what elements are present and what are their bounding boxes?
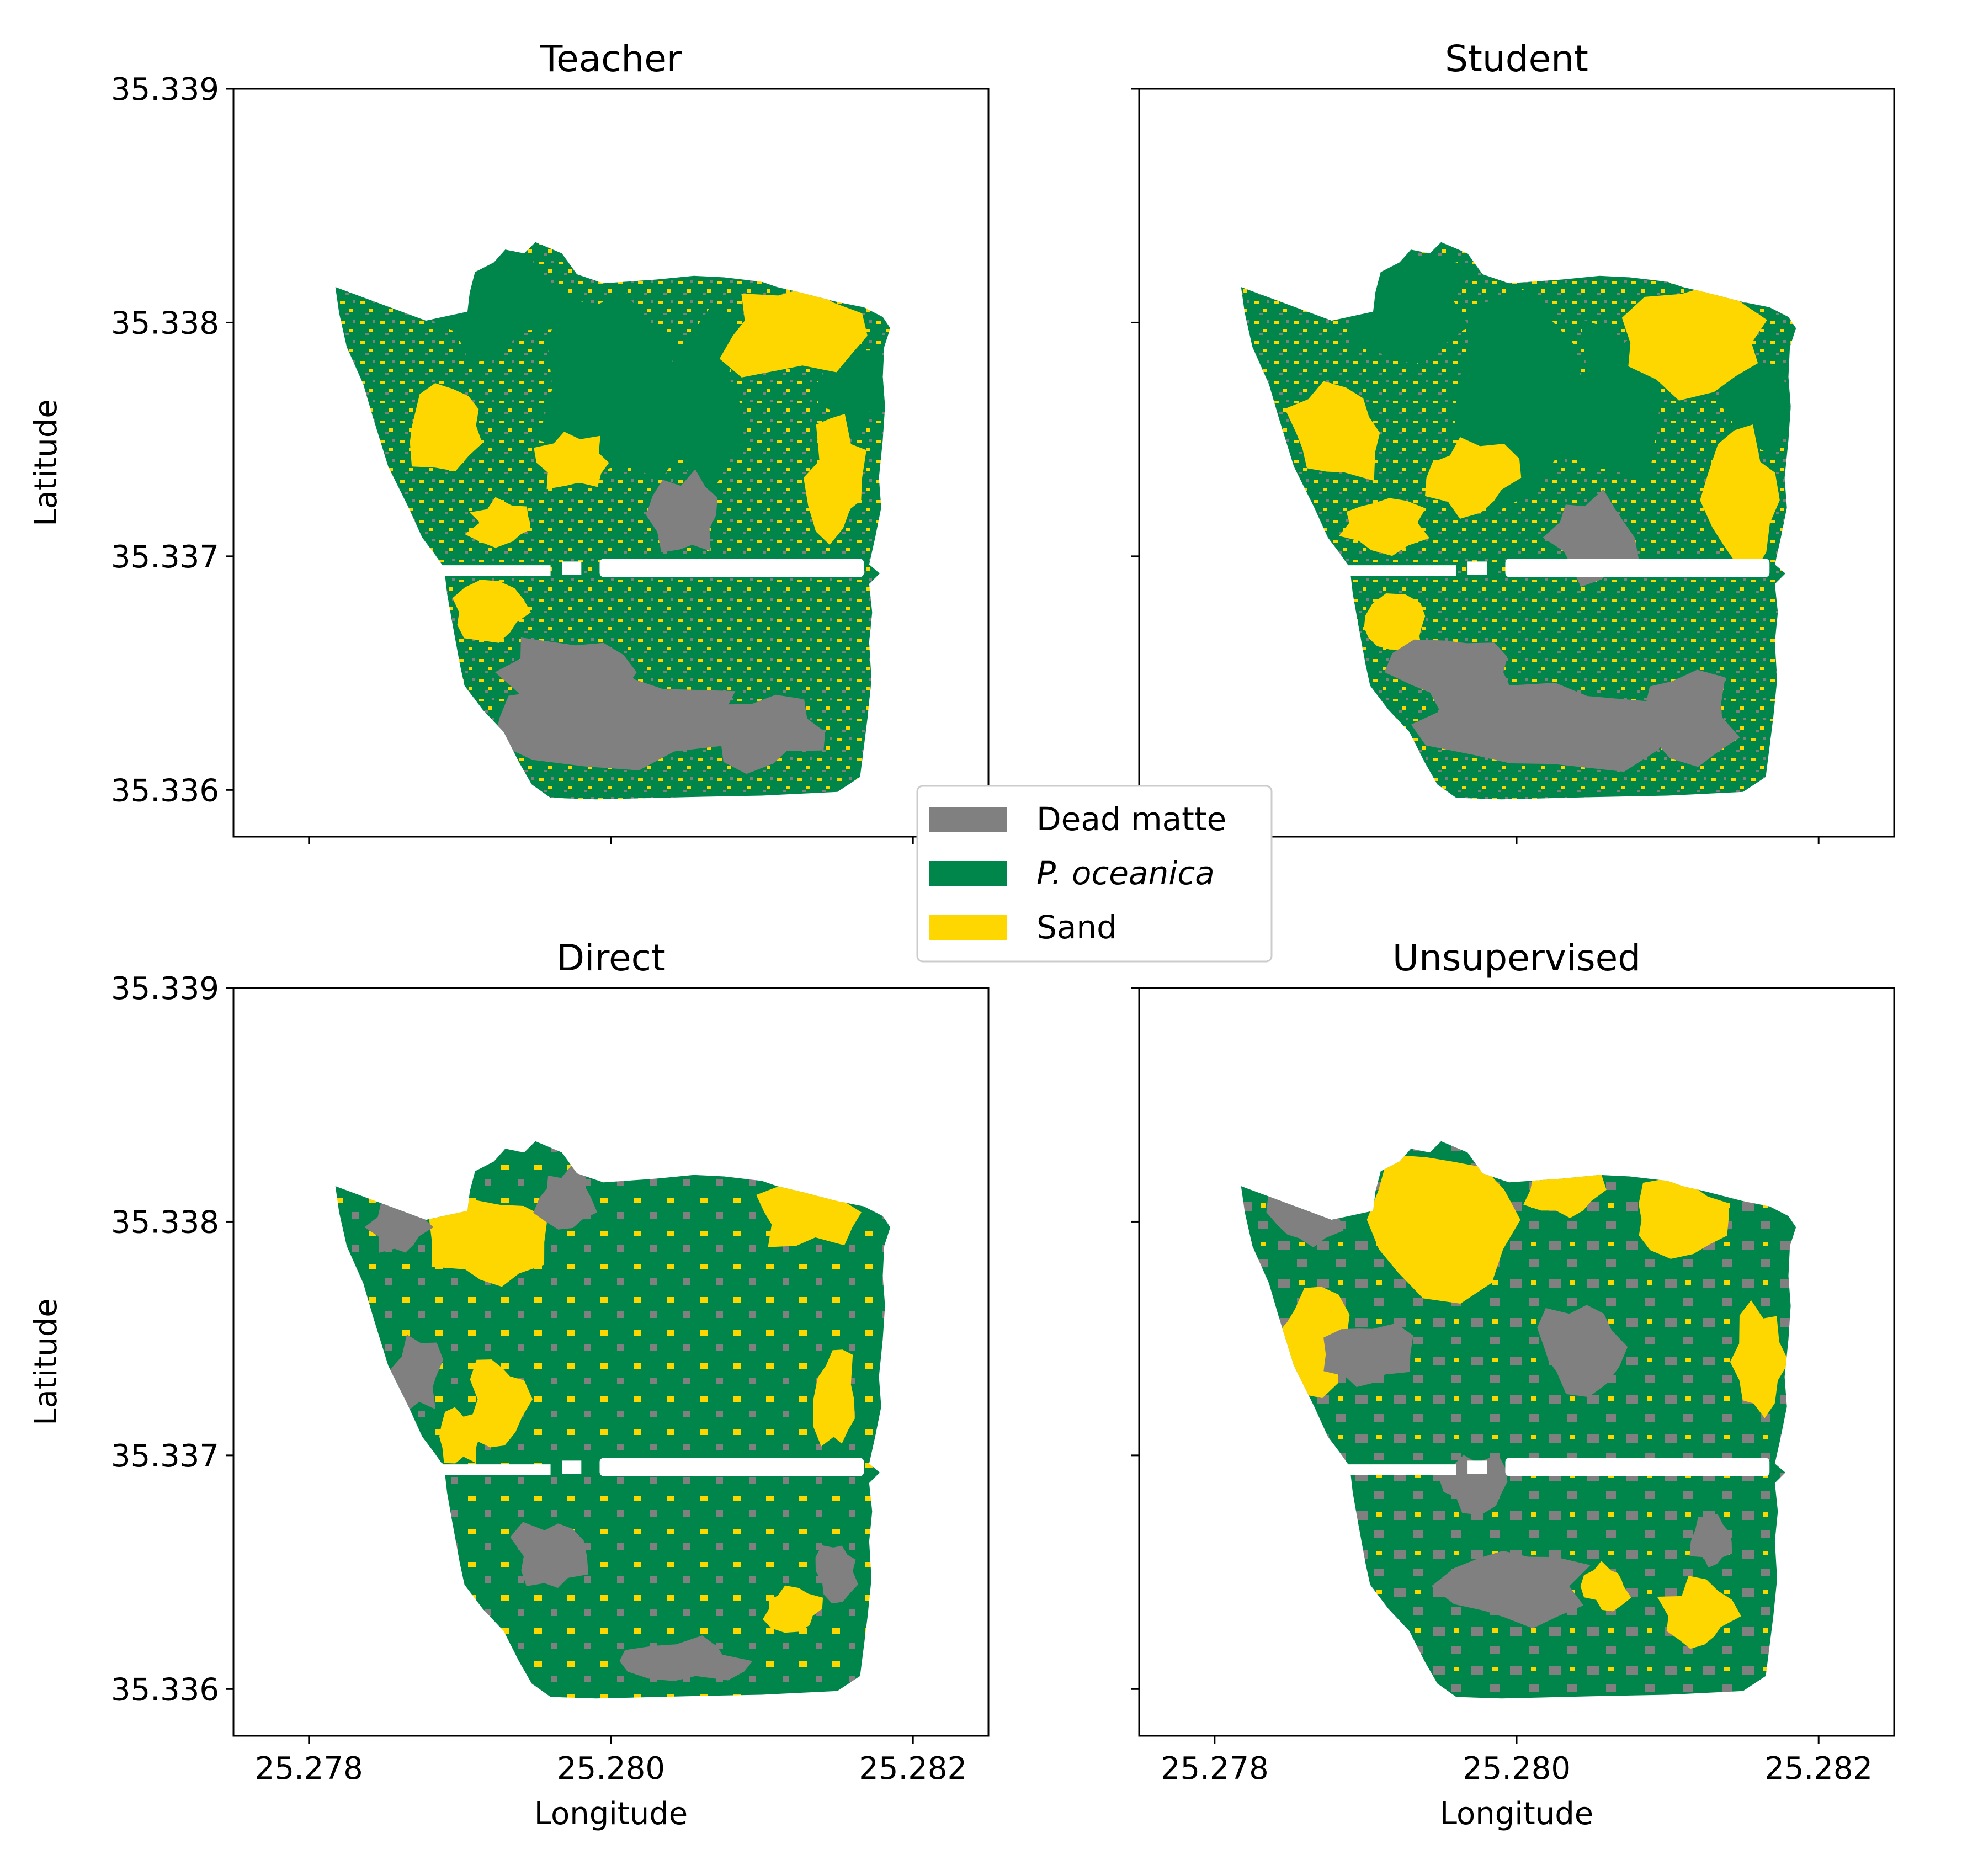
gap-strip-left: [1343, 565, 1456, 576]
patch-sand: [429, 1193, 547, 1287]
patch-sand: [1657, 1576, 1741, 1649]
patch-p-oceanica: [538, 292, 687, 481]
patch-dead-matte: [1689, 1514, 1732, 1568]
patch-dead-matte: [364, 1194, 434, 1253]
gap-strip-mid: [562, 561, 582, 575]
y-tick-label: 35.339: [111, 72, 219, 108]
patch-dead-matte: [646, 469, 717, 552]
legend-swatch: [929, 861, 1007, 886]
panel-direct: Direct 35.339 35.338 35.337 35.336 25.278 25.2…: [28, 937, 990, 1832]
panel-unsupervised: Unsupervised 25.278 25.280 25.282 Longitude: [1131, 937, 1895, 1832]
patch-dead-matte: [714, 694, 826, 774]
survey-region: [1241, 1141, 1796, 1699]
habitat-patches: [1266, 1154, 1789, 1649]
gap-strip-left: [437, 1464, 551, 1475]
patch-sand: [470, 1359, 533, 1448]
panel-title: Teacher: [540, 38, 682, 80]
patch-sand: [1580, 1561, 1631, 1612]
panel-title: Direct: [556, 937, 666, 979]
habitat-patches: [410, 242, 890, 774]
y-axis-label: Latitude: [28, 1298, 64, 1425]
legend-label: Sand: [1036, 908, 1117, 946]
gap-strip-right: [1505, 558, 1770, 577]
patch-sand: [813, 1349, 855, 1447]
legend-label: Dead matte: [1036, 800, 1226, 838]
x-tick-label: 25.278: [1161, 1751, 1269, 1787]
legend-swatch: [929, 807, 1007, 832]
patch-dead-matte: [1440, 1454, 1508, 1515]
patch-dead-matte: [1431, 1550, 1591, 1629]
y-tick-label: 35.339: [111, 971, 219, 1007]
x-tick-label: 25.282: [1764, 1751, 1873, 1787]
patch-p-oceanica: [648, 303, 745, 495]
patch-sand: [1425, 437, 1522, 519]
legend: Dead matte P. oceanica Sand: [916, 785, 1273, 963]
gap-strip-right: [599, 1457, 864, 1476]
gap-strip-right: [599, 558, 864, 577]
patch-sand: [1730, 1300, 1789, 1418]
patch-sand: [1285, 381, 1380, 481]
patch-sand: [1621, 283, 1767, 401]
patch-sand: [804, 414, 866, 545]
patch-sand: [1366, 1154, 1520, 1304]
patch-dead-matte: [1323, 1323, 1413, 1388]
y-axis-label: Latitude: [28, 399, 64, 526]
patch-p-oceanica: [813, 350, 890, 439]
x-axis-label: Longitude: [534, 1796, 688, 1832]
patch-sand: [1700, 424, 1780, 575]
panel-student: Student: [1131, 38, 1895, 844]
y-tick-label: 35.337: [111, 1438, 219, 1474]
patch-sand: [763, 1585, 823, 1633]
x-tick-label: 25.278: [255, 1751, 363, 1787]
y-tick-label: 35.336: [111, 1672, 219, 1708]
patch-dead-matte: [1620, 669, 1740, 767]
panel-title: Student: [1445, 38, 1588, 80]
y-tick-label: 35.338: [111, 1204, 219, 1240]
patch-sand: [1364, 593, 1426, 655]
y-tick-label: 35.338: [111, 305, 219, 341]
patch-sand: [534, 432, 609, 490]
panel-teacher: Teacher 35.339 35.338 35.337 35.336 Latitude: [28, 38, 990, 844]
patch-dead-matte: [494, 637, 637, 702]
gap-strip-left: [1343, 1464, 1456, 1475]
panel-title: Unsupervised: [1392, 937, 1641, 979]
patch-sand: [1639, 1178, 1729, 1259]
patch-dead-matte: [1384, 639, 1511, 714]
habitat-patches: [364, 1162, 862, 1681]
y-tick-label: 35.337: [111, 539, 219, 575]
patch-dead-matte: [533, 1162, 598, 1230]
legend-swatch: [929, 915, 1007, 940]
patch-dead-matte: [493, 678, 740, 770]
gap-strip-left: [437, 565, 551, 576]
patch-sand: [1338, 498, 1430, 556]
habitat-patches: [1285, 253, 1796, 772]
patch-sand: [410, 383, 482, 471]
x-tick-label: 25.282: [859, 1751, 967, 1787]
patch-dead-matte: [815, 1545, 858, 1604]
x-tick-label: 25.280: [1463, 1751, 1571, 1787]
gap-strip-mid: [1467, 1460, 1487, 1474]
gap-strip-mid: [562, 1460, 582, 1474]
gap-strip-right: [1505, 1457, 1770, 1476]
patch-sand: [439, 1407, 480, 1464]
patch-sand: [465, 497, 530, 548]
patch-sand: [453, 580, 531, 643]
x-axis-label: Longitude: [1440, 1796, 1594, 1832]
patch-dead-matte: [619, 1635, 753, 1681]
survey-region: [335, 1141, 891, 1699]
x-tick-label: 25.280: [557, 1751, 665, 1787]
patch-sand: [719, 286, 868, 378]
patch-dead-matte: [1537, 1305, 1628, 1397]
gap-strip-mid: [1467, 561, 1487, 575]
survey-region: [335, 242, 891, 800]
patch-dead-matte: [510, 1522, 589, 1588]
legend-label: P. oceanica: [1036, 854, 1215, 892]
y-tick-label: 35.336: [111, 773, 219, 809]
